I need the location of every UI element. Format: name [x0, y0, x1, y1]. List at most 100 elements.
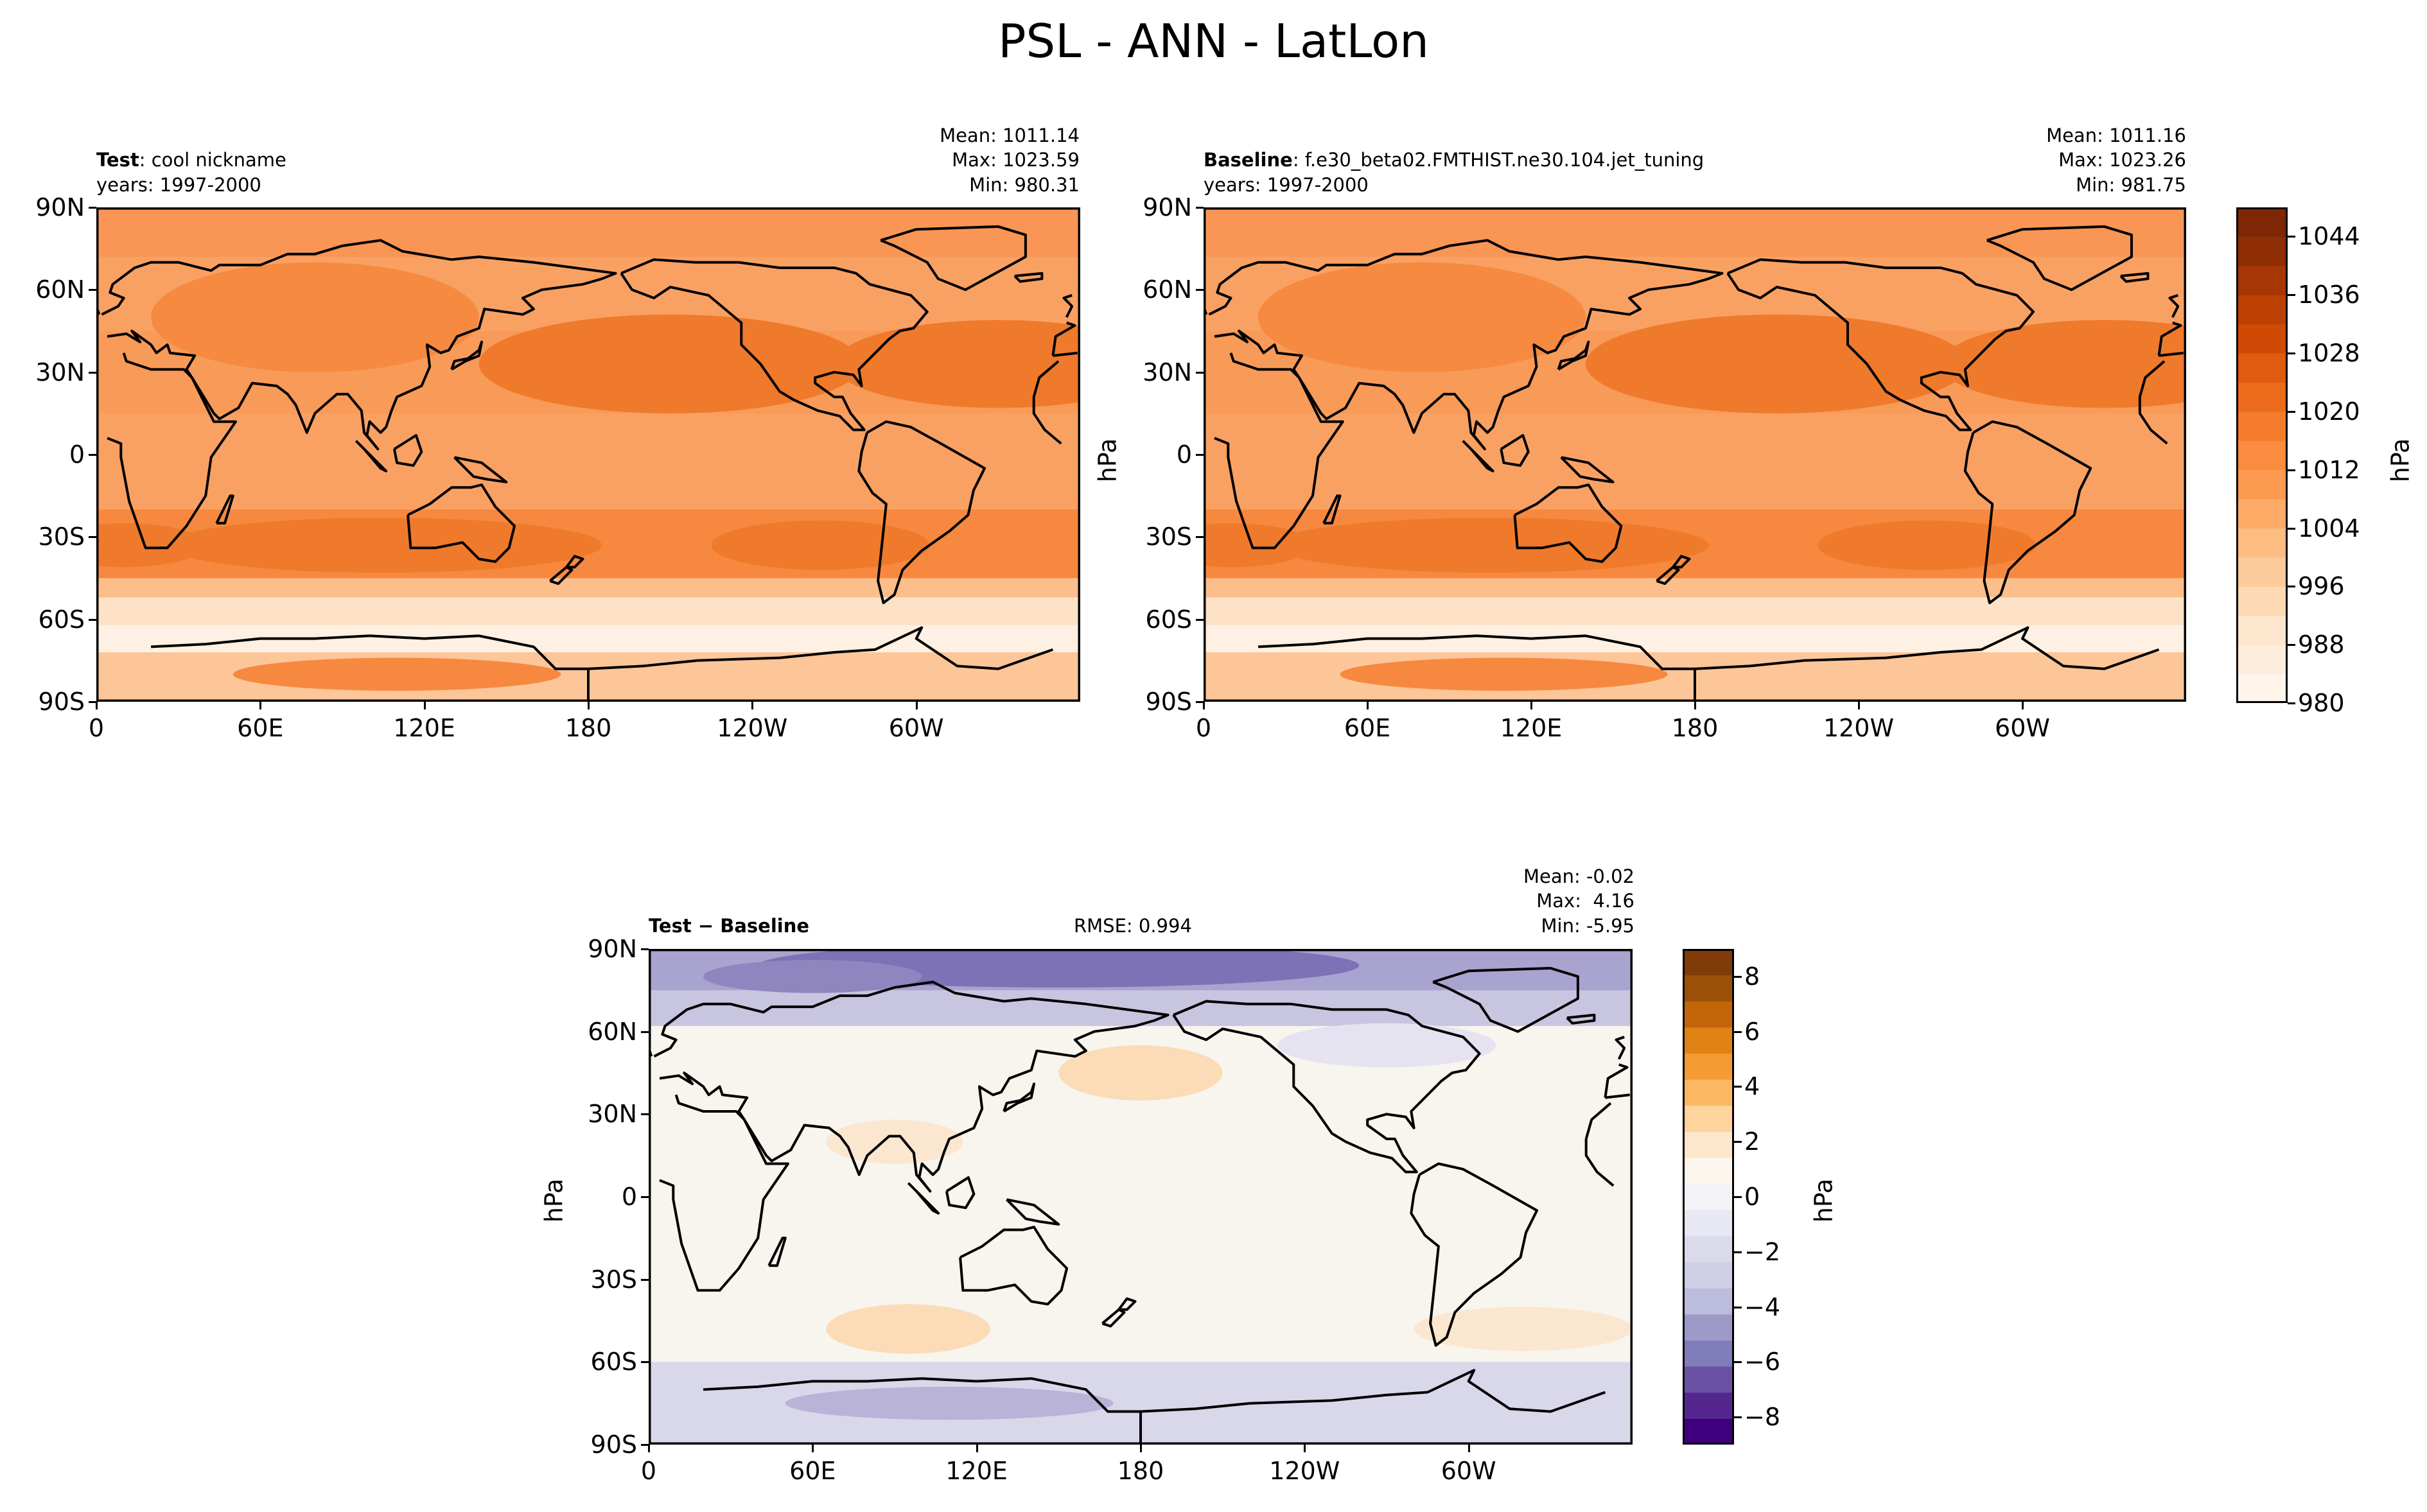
diff-lat-tick: 60N: [588, 1017, 637, 1046]
baseline-lon-tickmark: [1367, 702, 1369, 709]
baseline-lon-tick: 60W: [1995, 714, 2050, 742]
coastline-madagascar: [215, 494, 234, 525]
contour-blob: [826, 1304, 990, 1354]
baseline-ylabel: hPa: [1093, 438, 1122, 483]
map-frame: [96, 207, 1080, 702]
diff-colorbar-tick: −8: [1744, 1403, 1781, 1432]
baseline-years: years: 1997-2000: [1204, 174, 1369, 196]
colorbar-swatch: [2236, 265, 2288, 295]
psl-colorbar-tick: 1020: [2298, 397, 2360, 426]
diff-colorbar-label: hPa: [1809, 1178, 1838, 1223]
colorbar-swatch: [2236, 324, 2288, 354]
colorbar-swatch: [2236, 528, 2288, 558]
psl-colorbar-tickmark: [2288, 702, 2295, 704]
coastline-africa: [1214, 352, 1344, 550]
test-label-bold: Test: [96, 149, 139, 171]
coastline-madagascar: [767, 1237, 787, 1267]
colorbar-swatch: [1683, 1001, 1734, 1028]
coastline-japan: [1003, 1082, 1035, 1113]
coastline-eurasia: [101, 239, 617, 451]
diff-colorbar: [1683, 949, 1734, 1445]
coastline-uk: [2168, 294, 2180, 318]
test-lat-tick: 60N: [35, 275, 85, 304]
diff-colorbar-tick: 4: [1744, 1072, 1760, 1101]
colorbar-swatch: [2236, 469, 2288, 500]
psl-colorbar-tickmark: [2288, 644, 2295, 647]
diff-lon-tick: 120E: [945, 1457, 1008, 1485]
colorbar-swatch: [1683, 1235, 1734, 1263]
colorbar-swatch: [2236, 207, 2288, 237]
coastline-iceland: [1566, 1013, 1596, 1025]
coastline-nz2: [1656, 566, 1680, 586]
test-max: Max: 1023.59: [952, 149, 1080, 171]
baseline-lat-tickmark: [1196, 536, 1204, 539]
coastline-newguinea: [1560, 456, 1615, 483]
test-lon-tickmark: [915, 702, 918, 709]
test-lon-tickmark: [259, 702, 262, 709]
contour-blob: [785, 1386, 1114, 1420]
diff-colorbar-tick: −4: [1744, 1292, 1781, 1321]
coastline-japan: [1557, 340, 1590, 371]
colorbar-swatch: [2236, 236, 2288, 266]
colorbar-swatch: [1683, 1183, 1734, 1210]
coastline-australia: [959, 1226, 1069, 1306]
baseline-lat-tick: 60S: [1145, 605, 1192, 634]
contour-blob: [1277, 1023, 1496, 1068]
coastline-nz1: [1672, 555, 1691, 569]
test-lon-tick: 180: [565, 714, 612, 742]
contour-blob: [1058, 1045, 1223, 1100]
coastline-eurasia: [1208, 239, 1724, 451]
diff-colorbar-tickmark: [1734, 1306, 1742, 1308]
diff-lon-tickmark: [648, 1445, 650, 1452]
coastline-uk: [1615, 1036, 1626, 1060]
diff-colorbar-tick: 6: [1744, 1017, 1760, 1046]
diff-lon-tickmark: [1304, 1445, 1306, 1452]
contour-blob: [1940, 320, 2186, 408]
contour-blob: [151, 262, 479, 372]
test-mean: Mean: 1011.14: [940, 125, 1080, 146]
coastline-sumatra: [907, 1182, 940, 1215]
contour-blob: [232, 657, 561, 691]
contour-blob: [478, 314, 862, 413]
psl-colorbar-label: hPa: [2386, 438, 2415, 483]
diff-colorbar-tick: 2: [1744, 1127, 1760, 1156]
diff-lat-tickmark: [641, 1196, 649, 1198]
baseline-lat-tick: 30S: [1145, 523, 1192, 552]
diff-ylabel: hPa: [539, 1178, 568, 1223]
diff-mean: Mean: -0.02: [1523, 865, 1634, 887]
psl-colorbar-tickmark: [2288, 352, 2295, 355]
coastline-africa: [107, 352, 237, 550]
contour-blob: [703, 960, 922, 993]
diff-lon-tick: 60W: [1441, 1457, 1496, 1485]
colorbar-swatch: [2236, 440, 2288, 471]
coastline-madagascar: [1322, 494, 1342, 525]
diff-lon-tickmark: [812, 1445, 814, 1452]
colorbar-frame: [2236, 207, 2288, 703]
coastline-nz1: [1117, 1297, 1137, 1311]
diff-lat-tickmark: [641, 1278, 649, 1281]
test-lon-tick: 120W: [717, 714, 788, 742]
test-lat-tickmark: [89, 618, 96, 621]
diff-lon-tick: 0: [640, 1457, 657, 1485]
contour-blob: [1818, 520, 2037, 570]
contour-blob: [1272, 517, 1709, 573]
test-lon-tick: 60E: [237, 714, 284, 742]
colorbar-swatch: [2236, 411, 2288, 441]
contour-band: [1204, 207, 2186, 257]
coastline-antarctica: [1694, 626, 2160, 702]
diff-rmse: RMSE: 0.994: [1074, 915, 1192, 937]
diff-colorbar-tickmark: [1734, 1361, 1742, 1364]
baseline-lat-tick: 90S: [1145, 688, 1192, 716]
psl-colorbar-tickmark: [2288, 469, 2295, 471]
coastline-newguinea: [453, 456, 508, 483]
test-lat-tickmark: [89, 289, 96, 291]
coastline-eurasia: [1605, 1093, 1630, 1099]
baseline-label-bold: Baseline: [1204, 149, 1293, 171]
coastline-iceland: [1013, 272, 1044, 283]
coastline-borneo: [945, 1176, 976, 1210]
psl-colorbar: [2236, 207, 2288, 703]
diff-max: Max: 4.16: [1536, 890, 1634, 912]
colorbar-swatch: [1683, 1079, 1734, 1106]
diff-lon-tickmark: [976, 1445, 978, 1452]
diff-lat-tickmark: [641, 1113, 649, 1116]
